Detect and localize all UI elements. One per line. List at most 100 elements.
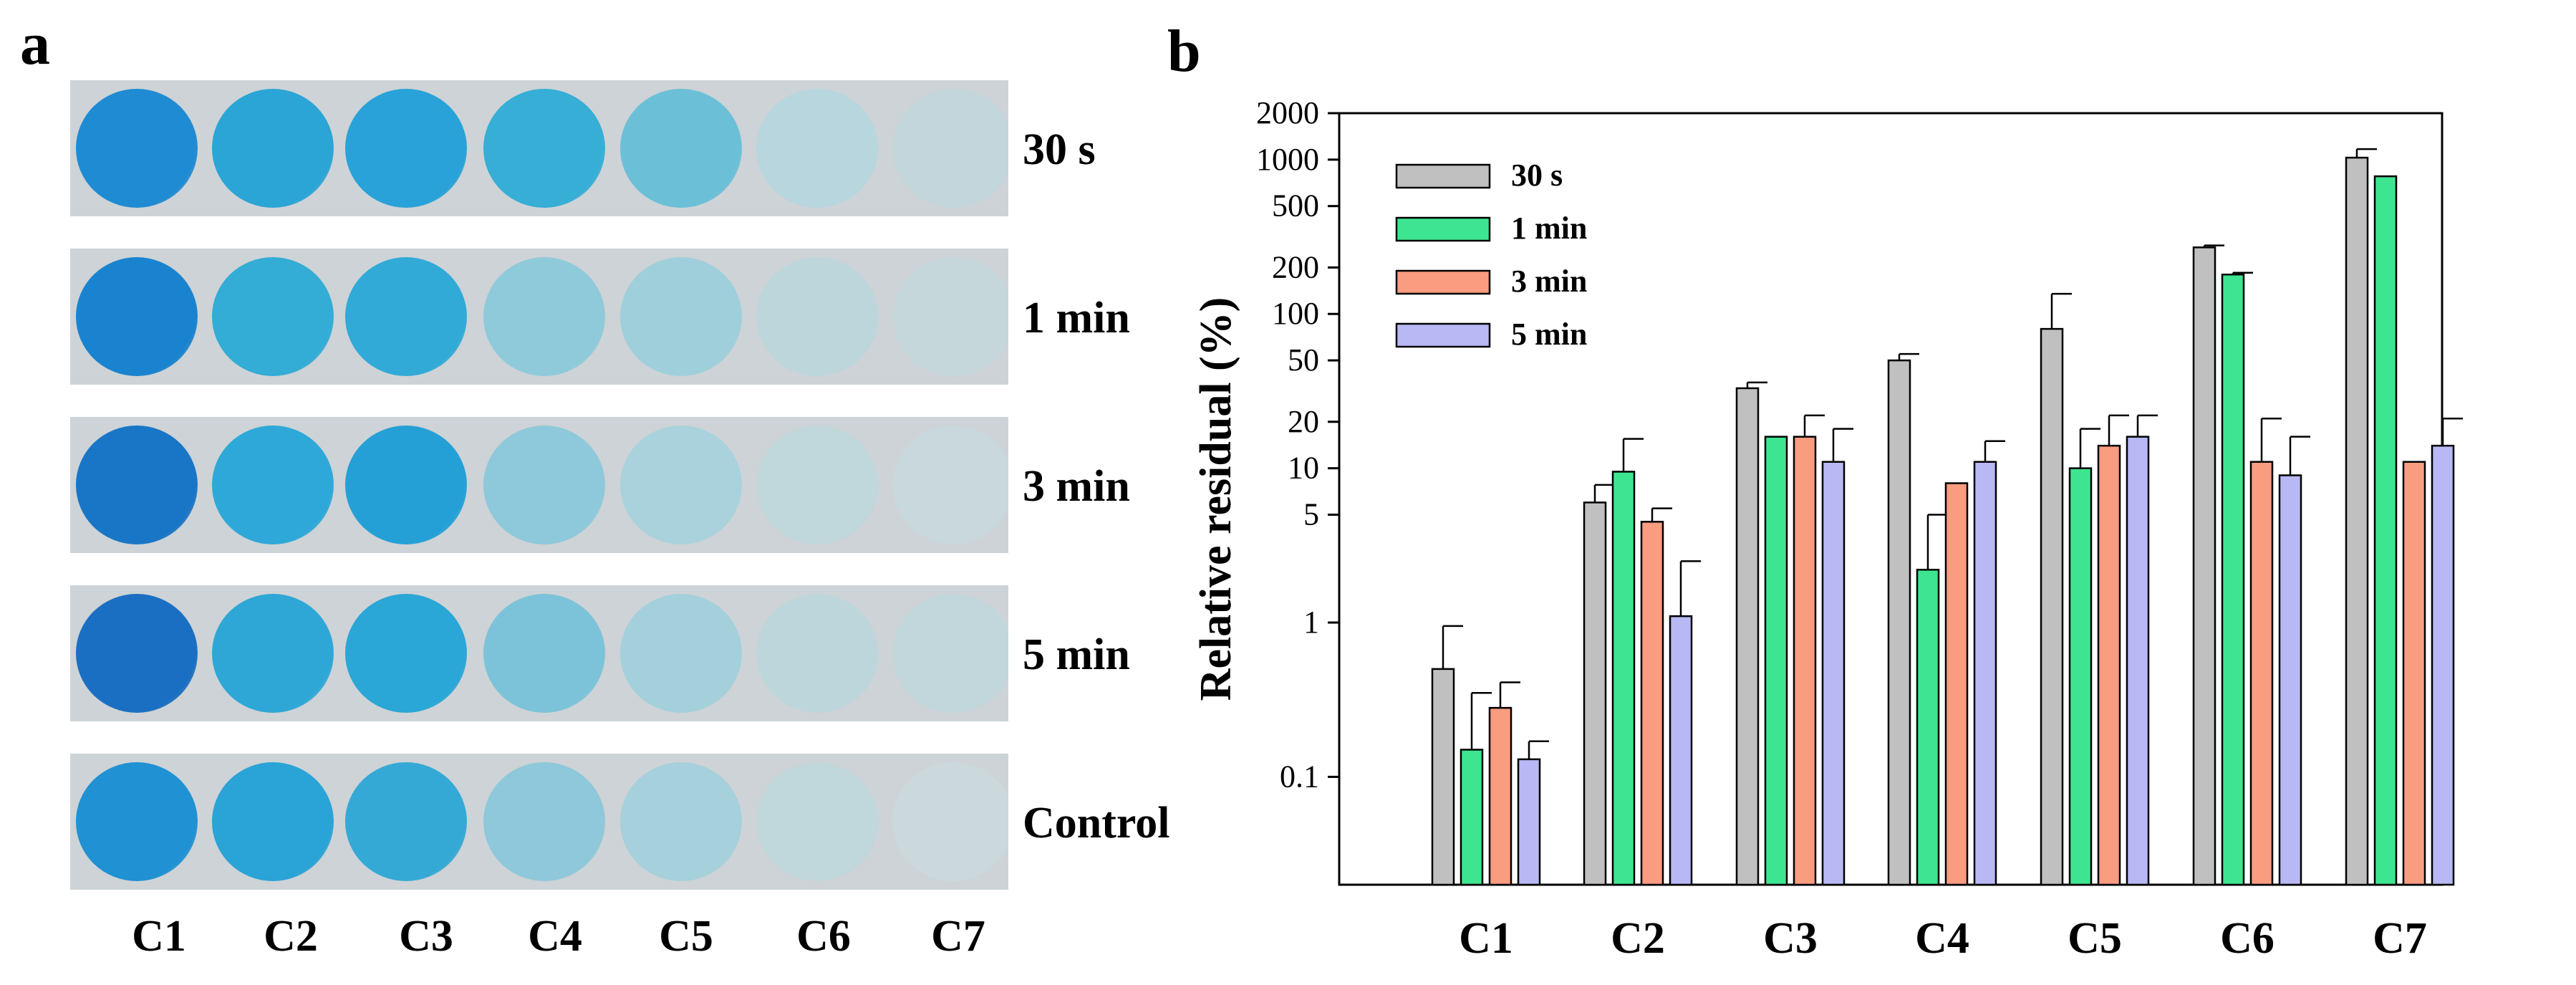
y-tick-label: 0.1 — [1280, 759, 1319, 794]
bar-5-min — [1517, 758, 1541, 886]
y-tick-label: 200 — [1272, 249, 1319, 284]
well-circle — [756, 426, 878, 544]
bar-3-min — [1793, 436, 1817, 886]
x-tick-label: C3 — [1763, 914, 1818, 963]
y-tick-label: 2000 — [1256, 95, 1319, 130]
row-label: 30 s — [1023, 125, 1096, 174]
row-label: 3 min — [1023, 462, 1130, 511]
bar-5-min — [2431, 444, 2455, 886]
x-tick-label: C6 — [2220, 914, 2274, 963]
legend-swatch — [1395, 163, 1491, 189]
bar-1-min — [2221, 274, 2245, 886]
well-circle — [212, 426, 334, 544]
well-circle — [892, 89, 1008, 208]
bar-30-s — [1735, 387, 1760, 886]
bar-30-s — [1887, 359, 1911, 886]
well-circle — [483, 257, 605, 376]
well-strip-row — [70, 754, 1008, 890]
well-circle — [892, 762, 1008, 881]
x-tick-label: C5 — [2068, 914, 2122, 963]
well-circle — [620, 594, 742, 713]
bar-3-min — [2097, 444, 2121, 886]
well-circle — [892, 426, 1008, 544]
column-label: C7 — [931, 912, 985, 961]
y-tick-label: 1 — [1303, 605, 1319, 640]
bar-1-min — [1916, 569, 1940, 886]
column-label: C2 — [264, 912, 318, 961]
well-circle — [620, 89, 742, 208]
well-circle — [76, 257, 198, 376]
well-circle — [76, 762, 198, 881]
residual-bar-chart: 0.1 1 5 10 20 50 100 200 500 1000 2000 Relative res… — [1192, 95, 2463, 963]
row-label: 1 min — [1023, 294, 1130, 342]
well-circle — [756, 594, 878, 713]
x-tick-label: C2 — [1611, 914, 1665, 963]
column-label: C1 — [132, 912, 186, 961]
bar-30-s — [2345, 156, 2369, 886]
y-tick-label: 1000 — [1256, 142, 1319, 177]
well-circle — [620, 257, 742, 376]
x-tick-label: C1 — [1459, 914, 1513, 963]
bar-3-min — [1640, 521, 1664, 886]
legend-label: 30 s — [1511, 158, 1563, 193]
bar-30-s — [1583, 501, 1607, 886]
legend-label: 1 min — [1511, 211, 1587, 246]
well-circle — [345, 594, 467, 713]
legend-swatch — [1395, 216, 1491, 242]
bar-3-min — [2249, 461, 2274, 886]
well-circle — [483, 594, 605, 713]
bar-3-min — [2402, 461, 2426, 886]
y-tick-label: 50 — [1288, 342, 1319, 378]
legend-label: 5 min — [1511, 317, 1587, 352]
bar-5-min — [2278, 474, 2302, 886]
column-label: C5 — [659, 912, 713, 961]
bar-5-min — [1821, 461, 1846, 886]
well-circle — [483, 89, 605, 208]
well-circle — [345, 89, 467, 208]
well-circle — [483, 426, 605, 544]
well-circle — [345, 257, 467, 376]
y-tick-label: 10 — [1288, 451, 1319, 486]
well-circle — [212, 89, 334, 208]
legend-label: 3 min — [1511, 264, 1587, 299]
panel-a-letter: a — [20, 11, 50, 77]
legend-swatch — [1395, 322, 1491, 348]
well-circle — [212, 762, 334, 881]
well-circle — [345, 762, 467, 881]
bar-1-min — [2373, 175, 2398, 886]
well-strip-row — [70, 417, 1008, 553]
bar-1-min — [1611, 471, 1636, 886]
well-circle — [620, 426, 742, 544]
well-circle — [892, 257, 1008, 376]
x-tick-label: C4 — [1915, 914, 1969, 963]
well-circle — [76, 426, 198, 544]
bar-3-min — [1488, 706, 1513, 886]
bar-1-min — [1764, 436, 1788, 886]
column-label: C3 — [399, 912, 453, 961]
well-circle — [620, 762, 742, 881]
y-tick-label: 500 — [1272, 188, 1319, 224]
bar-30-s — [2192, 246, 2216, 886]
well-strip-row — [70, 249, 1008, 385]
bar-3-min — [1944, 482, 1969, 886]
well-circle — [212, 257, 334, 376]
row-label: Control — [1023, 799, 1170, 847]
bar-5-min — [1669, 615, 1693, 886]
well-circle — [756, 762, 878, 881]
panel-b-letter: b — [1167, 18, 1201, 85]
bar-30-s — [2040, 327, 2064, 886]
well-circle — [345, 426, 467, 544]
bar-1-min — [1460, 749, 1484, 886]
row-label: 5 min — [1023, 630, 1130, 679]
well-circle — [212, 594, 334, 713]
column-label: C4 — [528, 912, 582, 961]
well-circle — [756, 257, 878, 376]
column-label: C6 — [796, 912, 851, 961]
well-circle — [76, 89, 198, 208]
well-strip-row — [70, 585, 1008, 721]
bar-1-min — [2068, 467, 2093, 886]
legend-swatch — [1395, 269, 1491, 295]
bar-5-min — [1973, 461, 1997, 886]
bar-5-min — [2126, 436, 2150, 886]
well-circle — [76, 594, 198, 713]
